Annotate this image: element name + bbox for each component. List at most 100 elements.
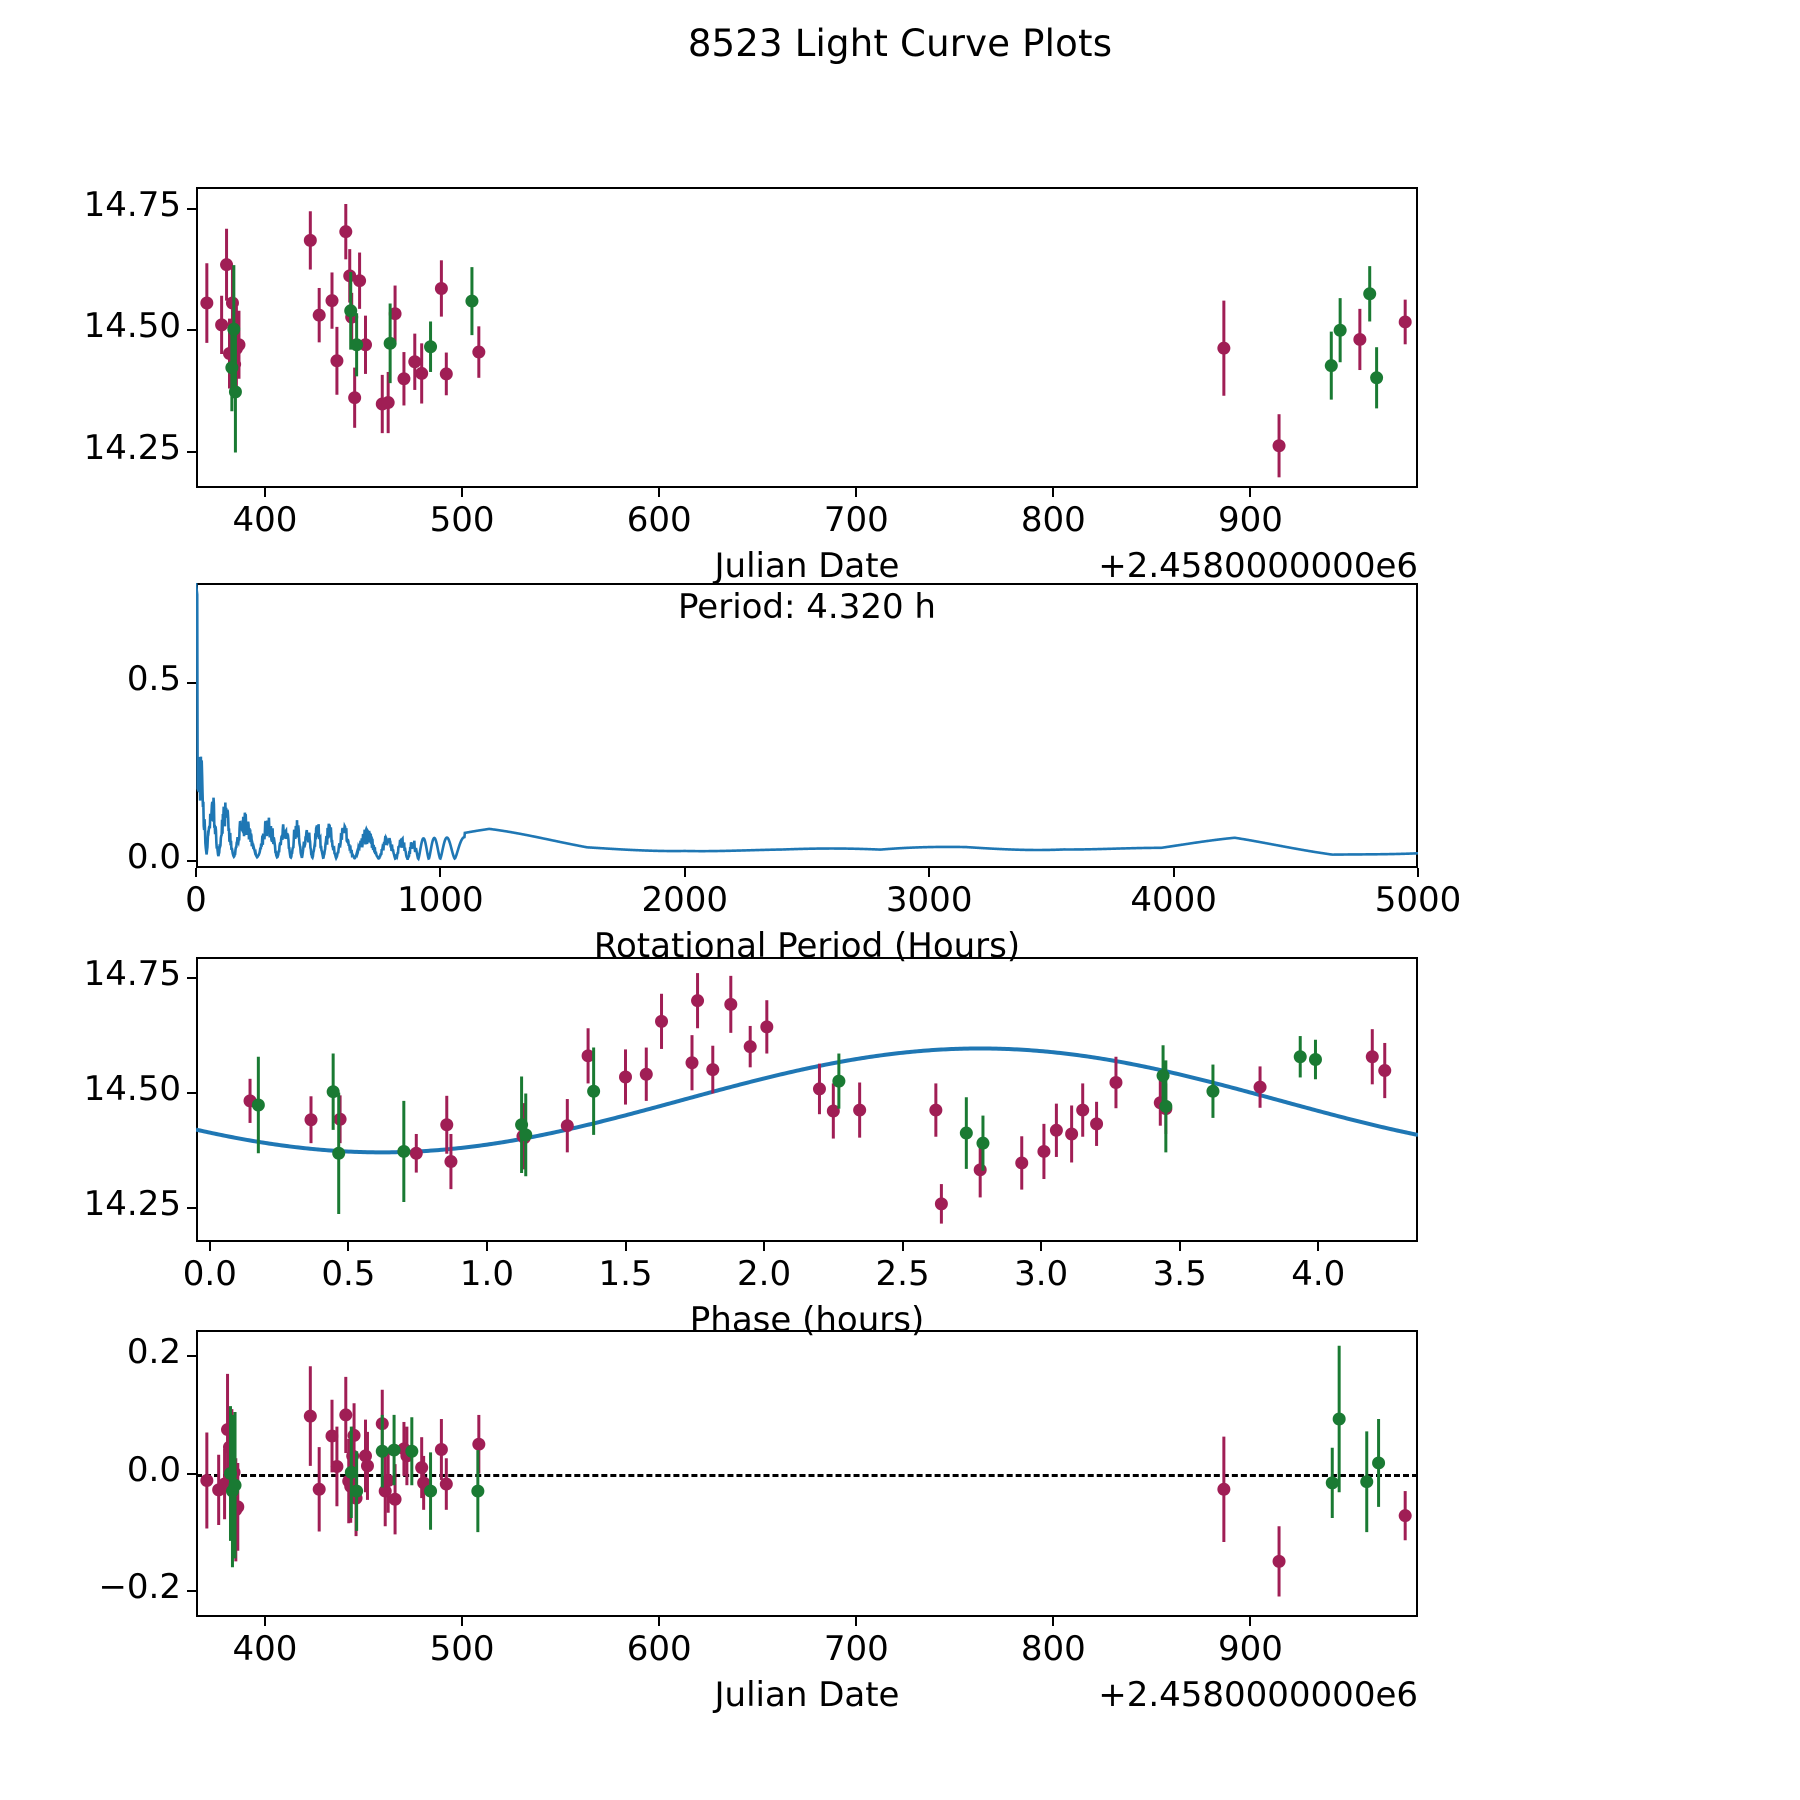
- x-tick-mark: [1249, 1617, 1252, 1626]
- x-tick-mark: [461, 1617, 464, 1626]
- x-tick-label: 0.5: [321, 1254, 376, 1294]
- y-tick-mark: [187, 207, 196, 210]
- data-point: [312, 308, 326, 322]
- figure-title: 8523 Light Curve Plots: [687, 22, 1113, 65]
- data-point: [440, 1118, 454, 1132]
- data-point: [344, 1465, 358, 1479]
- ls-power-curve: [196, 583, 1418, 862]
- data-point: [348, 391, 362, 405]
- x-tick-mark: [658, 1617, 661, 1626]
- data-point: [1293, 1050, 1307, 1064]
- data-point: [934, 1197, 948, 1211]
- data-point: [826, 1104, 840, 1118]
- x-tick-label: 400: [232, 1629, 298, 1669]
- data-point: [1370, 371, 1384, 385]
- data-point: [655, 1014, 669, 1028]
- data-point: [415, 1461, 429, 1475]
- x-tick-label: 3000: [885, 880, 973, 920]
- data-point: [1090, 1117, 1104, 1131]
- data-point: [200, 296, 214, 310]
- y-tick-mark: [187, 1206, 196, 1209]
- y-tick-mark: [187, 681, 196, 684]
- periodogram-annotation: Period: 4.320 h: [678, 587, 936, 627]
- data-point: [760, 1020, 774, 1034]
- data-point: [1015, 1156, 1029, 1170]
- data-point: [691, 994, 705, 1008]
- data-point: [1217, 1482, 1231, 1496]
- x-tick-mark: [485, 1242, 488, 1251]
- data-point: [1398, 315, 1412, 329]
- x-tick-mark: [461, 488, 464, 497]
- data-point: [1253, 1080, 1267, 1094]
- x-tick-label: 600: [626, 1629, 692, 1669]
- x-tick-mark: [683, 868, 686, 877]
- x-tick-mark: [624, 1242, 627, 1251]
- y-tick-mark: [187, 859, 196, 862]
- x-tick-mark: [439, 868, 442, 877]
- data-point: [1378, 1064, 1392, 1078]
- data-point: [1308, 1053, 1322, 1067]
- data-point: [251, 1098, 265, 1112]
- data-point: [1398, 1509, 1412, 1523]
- y-tick-mark: [187, 1589, 196, 1592]
- panel-phase-folded-canvas: [196, 973, 1418, 1224]
- x-tick-label: 3.0: [1014, 1254, 1069, 1294]
- data-point: [339, 225, 353, 239]
- data-point: [227, 322, 241, 336]
- data-point: [383, 336, 397, 350]
- data-point: [1065, 1127, 1079, 1141]
- data-point: [350, 1484, 364, 1498]
- data-point: [1372, 1456, 1386, 1470]
- data-point: [360, 1459, 374, 1473]
- data-point: [424, 340, 438, 354]
- x-tick-mark: [855, 1617, 858, 1626]
- data-point: [325, 1429, 339, 1443]
- x-tick-mark: [195, 868, 197, 877]
- y-tick-label: 14.50: [83, 306, 181, 347]
- data-point: [434, 281, 448, 295]
- data-point: [1360, 1475, 1374, 1489]
- x-tick-label: 3.5: [1152, 1254, 1207, 1294]
- data-point: [303, 233, 317, 247]
- data-point: [326, 1085, 340, 1099]
- data-point: [344, 304, 358, 318]
- x-tick-mark: [901, 1242, 904, 1251]
- x-tick-mark: [1417, 868, 1419, 877]
- data-point: [405, 1444, 419, 1458]
- x-axis-offset-label: +2.4580000000e6: [1098, 546, 1418, 586]
- data-point: [1076, 1103, 1090, 1117]
- x-tick-label: 4000: [1130, 880, 1217, 920]
- data-point: [325, 294, 339, 308]
- x-tick-mark: [658, 488, 661, 497]
- data-point: [560, 1119, 574, 1133]
- data-point: [639, 1067, 653, 1081]
- y-tick-label: 0.0: [126, 836, 181, 877]
- y-tick-label: 14.75: [83, 184, 181, 225]
- data-point: [1365, 1050, 1379, 1064]
- x-tick-label: 500: [429, 1629, 495, 1669]
- data-point: [929, 1103, 943, 1117]
- data-point: [330, 1459, 344, 1473]
- data-point: [347, 1428, 361, 1442]
- x-tick-label: 5000: [1374, 880, 1462, 920]
- data-point: [619, 1070, 632, 1084]
- panel-phase-folded: [196, 957, 1418, 1242]
- data-point: [471, 1484, 485, 1498]
- data-point: [1272, 439, 1286, 453]
- x-axis-label: Rotational Period (Hours): [593, 926, 1021, 966]
- y-tick-label: 14.75: [83, 953, 181, 994]
- data-point: [397, 1144, 411, 1158]
- data-point: [1325, 1476, 1339, 1490]
- data-point: [200, 1474, 214, 1488]
- y-tick-label: 14.25: [83, 427, 181, 468]
- data-point: [743, 1040, 757, 1054]
- x-tick-mark: [1052, 1617, 1055, 1626]
- data-point: [1272, 1554, 1286, 1568]
- panel-periodogram: [196, 583, 1418, 868]
- data-point: [303, 1409, 317, 1423]
- data-point: [832, 1074, 846, 1088]
- residual-zero-line: [196, 1473, 1418, 1477]
- x-tick-mark: [263, 488, 266, 497]
- data-point: [409, 1146, 423, 1160]
- y-tick-label: 14.25: [83, 1183, 181, 1224]
